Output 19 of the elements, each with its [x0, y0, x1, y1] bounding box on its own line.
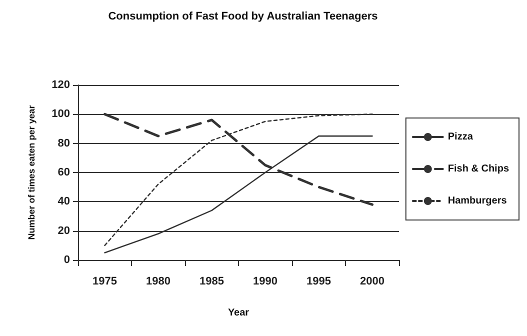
y-tick-label: 80 [58, 137, 70, 150]
x-axis-title: Year [228, 308, 250, 318]
y-tick-label: 100 [52, 108, 70, 120]
y-tick-label: 40 [58, 196, 70, 208]
y-axis-title: Number of times eaten per year [26, 104, 36, 240]
x-tick-label: 1995 [306, 276, 331, 288]
x-tick-label: 2000 [360, 276, 384, 288]
y-tick-label: 60 [58, 166, 70, 178]
x-tick-label: 1980 [146, 276, 170, 288]
legend-label: Hamburgers [448, 196, 508, 206]
x-tick-label: 1975 [92, 276, 117, 288]
y-tick-label: 120 [52, 79, 70, 91]
x-tick-label: 1985 [200, 276, 224, 288]
legend-label: Fish & Chips [448, 164, 510, 174]
legend-label: Pizza [448, 132, 474, 142]
chart-title: Consumption of Fast Food by Australian Teenagers [108, 10, 378, 22]
x-tick-label: 1990 [253, 276, 278, 288]
y-tick-label: 20 [58, 224, 70, 237]
y-tick-label: 0 [64, 254, 70, 266]
